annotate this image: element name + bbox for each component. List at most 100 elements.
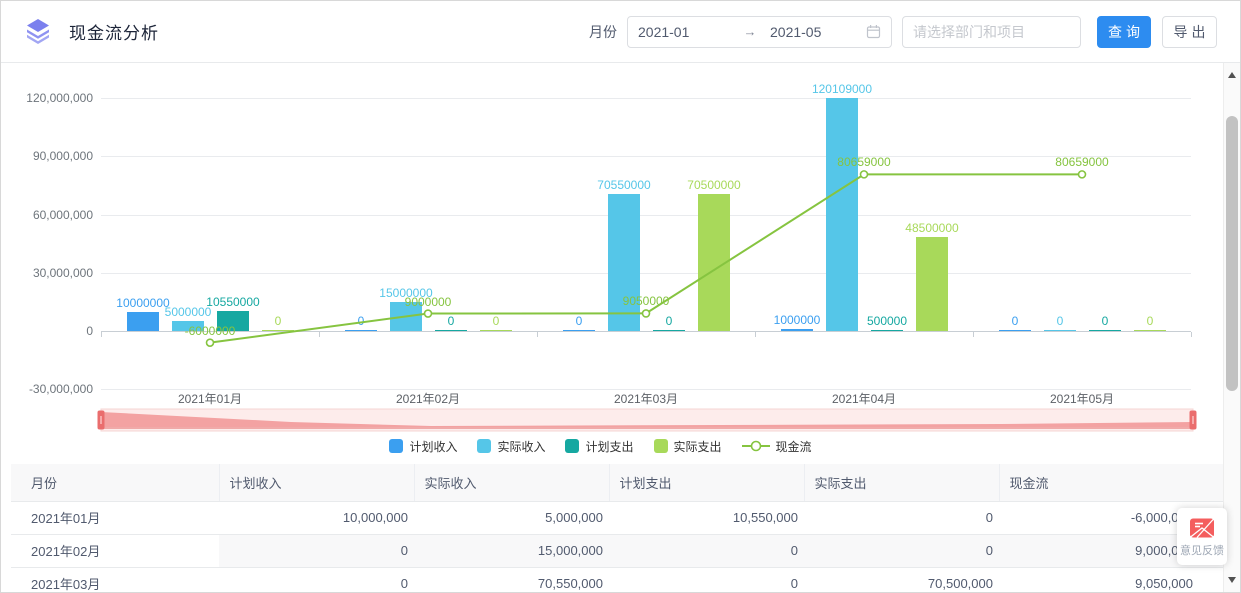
line-point[interactable]: [641, 309, 651, 318]
value-cell: 0: [609, 567, 804, 592]
column-header: 现金流: [999, 464, 1223, 502]
month-cell: 2021年01月: [11, 501, 219, 535]
line-value-label: -6000000: [184, 324, 236, 338]
page-scrollbar[interactable]: [1223, 63, 1240, 592]
bar-计划收入[interactable]: [999, 330, 1031, 331]
table-row[interactable]: 2021年01月 10,000,000 5,000,000 10,550,000 0 -6…: [11, 501, 1223, 535]
gridline: [101, 215, 1191, 216]
legend-item-计划收入[interactable]: 计划收入: [389, 438, 457, 455]
table-row[interactable]: 2021年03月 0 70,550,000 0 70,500,000 9,050,000: [11, 567, 1223, 592]
legend-item-实际支出[interactable]: 实际支出: [653, 438, 722, 455]
line-point[interactable]: [423, 309, 433, 318]
legend-swatch: [389, 439, 404, 453]
bar-value-label: 10000000: [116, 296, 170, 310]
legend-swatch: [653, 439, 668, 453]
bar-value-label: 15000000: [379, 286, 433, 300]
table-row[interactable]: 2021年02月 0 15,000,000 0 0 9,000,000: [11, 534, 1223, 568]
month-cell: 2021年02月: [11, 534, 219, 568]
gridline: [101, 389, 1191, 390]
legend-item-实际收入[interactable]: 实际收入: [477, 438, 545, 455]
legend-line-marker: [741, 440, 770, 452]
bar-计划收入[interactable]: [345, 330, 377, 331]
bar-实际收入[interactable]: [608, 194, 640, 331]
bar-计划收入[interactable]: [127, 312, 159, 331]
dept-project-input[interactable]: [902, 15, 1081, 48]
bar-计划支出[interactable]: [871, 330, 903, 331]
table-header-row: 月份 计划收入 实际收入 计划支出 实际支出 现金流: [11, 464, 1223, 502]
bar-value-label: 5000000: [164, 305, 212, 319]
x-axis-category-label: 2021年05月: [1049, 392, 1115, 406]
scrollbar-down-arrow[interactable]: [1224, 572, 1240, 588]
bar-计划收入[interactable]: [563, 330, 595, 331]
value-cell: 0: [219, 567, 414, 592]
y-axis-tick-label: 90,000,000: [32, 149, 93, 163]
value-cell: 0: [219, 534, 414, 568]
value-cell: 70,550,000: [414, 567, 609, 592]
column-header: 实际收入: [414, 464, 610, 502]
header-bar: 现金流分析 月份 2021-01 → 2021-05 查询 导出: [1, 1, 1240, 63]
line-value-label: 80659000: [1055, 155, 1109, 169]
legend-label: 实际收入: [497, 439, 546, 454]
bar-value-label: 0: [1146, 314, 1154, 328]
value-cell: 0: [804, 534, 999, 568]
calendar-icon: [866, 25, 881, 39]
bar-实际收入[interactable]: [826, 98, 858, 331]
layers-icon: [27, 18, 49, 44]
date-start-value: 2021-01: [638, 23, 690, 40]
bar-计划收入[interactable]: [781, 329, 813, 331]
value-cell: 5,000,000: [414, 501, 609, 535]
bar-value-label: 0: [447, 314, 455, 328]
bar-实际收入[interactable]: [1044, 330, 1076, 331]
bar-value-label: 500000: [866, 314, 908, 328]
bar-实际支出[interactable]: [480, 330, 512, 331]
month-cell: 2021年03月: [11, 567, 219, 592]
date-range-picker[interactable]: 2021-01 → 2021-05: [627, 15, 892, 48]
legend-label: 计划收入: [409, 439, 458, 454]
bar-计划支出[interactable]: [1089, 330, 1121, 331]
bar-value-label: 0: [357, 314, 365, 328]
x-axis-line: [101, 331, 1191, 332]
month-label: 月份: [589, 23, 617, 40]
legend-item-现金流[interactable]: 现金流: [741, 438, 812, 455]
bar-实际支出[interactable]: [1134, 330, 1166, 331]
bar-value-label: 70500000: [687, 178, 741, 192]
legend-label: 现金流: [775, 439, 812, 454]
page-title: 现金流分析: [69, 24, 159, 43]
x-axis-tick: [537, 332, 538, 337]
line-value-label: 9000000: [404, 295, 452, 309]
gridline: [101, 273, 1191, 274]
bar-value-label: 0: [274, 314, 282, 328]
date-range-arrow: →: [743, 24, 757, 39]
feedback-widget[interactable]: 意见反馈: [1177, 508, 1227, 565]
legend-label: 计划支出: [585, 439, 634, 454]
bar-实际收入[interactable]: [172, 321, 204, 331]
bar-实际支出[interactable]: [262, 330, 294, 331]
x-axis-tick: [101, 332, 102, 337]
x-axis-tick: [1191, 332, 1192, 337]
bar-value-label: 0: [1011, 314, 1019, 328]
bar-value-label: 1000000: [773, 313, 821, 327]
value-cell: 10,550,000: [609, 501, 804, 535]
bar-实际支出[interactable]: [916, 237, 948, 331]
y-axis-tick-label: 120,000,000: [26, 91, 93, 105]
date-end-value: 2021-05: [770, 23, 822, 40]
bar-计划支出[interactable]: [653, 330, 685, 331]
bar-计划支出[interactable]: [435, 330, 467, 331]
line-point[interactable]: [1077, 170, 1087, 179]
line-value-label: 80659000: [837, 155, 891, 169]
y-axis-tick-label: 0: [86, 324, 93, 338]
scrollbar-up-arrow[interactable]: [1224, 67, 1240, 83]
bar-计划支出[interactable]: [217, 311, 249, 331]
bar-value-label: 0: [575, 314, 583, 328]
datazoom-slider[interactable]: [97, 405, 1201, 435]
legend-item-计划支出[interactable]: 计划支出: [565, 438, 634, 455]
column-header: 月份: [11, 464, 220, 502]
export-button[interactable]: 导出: [1162, 15, 1217, 48]
line-point[interactable]: [205, 338, 215, 347]
line-point[interactable]: [859, 170, 869, 179]
query-button[interactable]: 查询: [1097, 15, 1151, 48]
y-axis-tick-label: 60,000,000: [32, 208, 93, 222]
scrollbar-thumb[interactable]: [1226, 116, 1238, 391]
